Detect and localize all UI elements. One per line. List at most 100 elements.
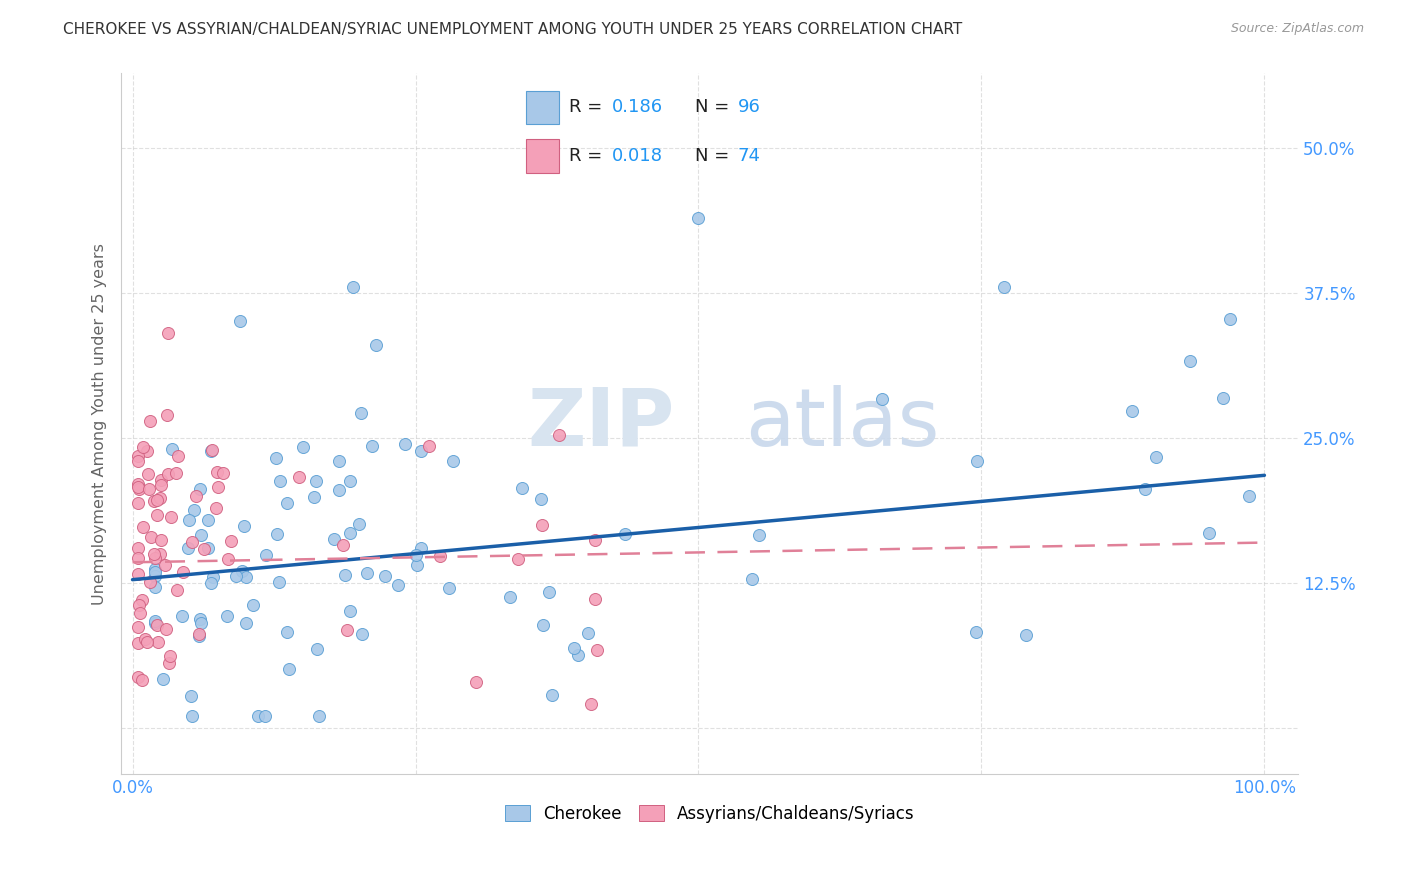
Point (127, 619, 149, 633)
Point (276, 624, 298, 639)
Point (579, 697, 602, 711)
Point (127, 476, 149, 491)
Point (247, 709, 270, 723)
Point (254, 709, 277, 723)
Point (153, 558, 176, 572)
Point (411, 541, 433, 555)
Point (308, 709, 330, 723)
Point (201, 569, 224, 583)
Point (170, 608, 193, 623)
Point (264, 451, 287, 466)
Point (387, 578, 409, 592)
Point (567, 648, 589, 663)
Point (155, 622, 177, 636)
Point (150, 533, 173, 548)
Point (143, 569, 166, 583)
Point (138, 414, 160, 428)
Point (132, 440, 155, 454)
Point (177, 541, 200, 555)
Point (254, 548, 277, 562)
Point (148, 547, 170, 561)
Point (145, 493, 167, 508)
Text: ZIP: ZIP (527, 384, 675, 463)
Point (613, 526, 636, 541)
Point (212, 466, 235, 480)
Point (333, 567, 356, 582)
Point (349, 517, 371, 532)
Point (127, 541, 149, 555)
Point (188, 630, 211, 644)
Point (1014, 628, 1036, 642)
Point (332, 538, 354, 552)
Point (339, 474, 361, 488)
Point (190, 528, 212, 542)
Point (870, 392, 893, 406)
Point (219, 534, 242, 549)
Point (352, 626, 374, 640)
Point (127, 550, 149, 565)
Point (193, 541, 215, 556)
Point (583, 591, 606, 606)
Point (180, 689, 202, 703)
Text: CHEROKEE VS ASSYRIAN/CHALDEAN/SYRIAC UNEMPLOYMENT AMONG YOUTH UNDER 25 YEARS COR: CHEROKEE VS ASSYRIAN/CHALDEAN/SYRIAC UNE… (63, 22, 963, 37)
Point (180, 709, 202, 723)
Point (1198, 526, 1220, 541)
Point (186, 489, 208, 503)
Point (200, 444, 222, 458)
Text: 0.186: 0.186 (613, 98, 664, 116)
Point (160, 442, 183, 456)
Point (538, 585, 561, 599)
Point (269, 475, 291, 489)
Point (156, 326, 179, 341)
Point (128, 483, 150, 497)
Point (993, 280, 1015, 294)
Point (394, 436, 416, 450)
Point (266, 526, 288, 541)
Point (131, 673, 153, 687)
Point (143, 551, 166, 566)
Point (217, 551, 239, 566)
Text: R =: R = (569, 146, 609, 165)
Point (437, 581, 460, 595)
Point (510, 481, 533, 495)
Point (148, 634, 170, 648)
Point (166, 449, 188, 463)
Text: 0.018: 0.018 (613, 146, 664, 165)
Point (188, 611, 211, 625)
Point (150, 473, 173, 487)
Point (142, 547, 165, 561)
Point (127, 450, 149, 464)
Point (1144, 450, 1167, 464)
Point (540, 688, 562, 702)
Point (276, 496, 298, 510)
Legend: Cherokee, Assyrians/Chaldeans/Syriacs: Cherokee, Assyrians/Chaldeans/Syriacs (498, 798, 921, 830)
Point (548, 428, 571, 442)
Point (277, 662, 299, 676)
Point (498, 591, 520, 605)
FancyBboxPatch shape (526, 139, 560, 173)
Point (242, 598, 264, 612)
Point (374, 569, 396, 583)
Point (205, 465, 228, 479)
Point (136, 635, 159, 649)
Point (149, 491, 172, 505)
Point (360, 439, 382, 453)
Point (139, 574, 162, 589)
Point (131, 593, 153, 607)
Point (364, 338, 387, 352)
Point (188, 482, 211, 496)
Point (129, 606, 152, 620)
Point (1219, 311, 1241, 326)
Point (156, 408, 179, 422)
Point (132, 519, 155, 533)
Point (197, 541, 219, 555)
Point (204, 501, 226, 516)
Point (127, 635, 149, 649)
Point (146, 617, 169, 632)
Point (159, 648, 181, 663)
Point (1178, 354, 1201, 368)
Point (177, 513, 200, 527)
Point (323, 532, 346, 546)
Point (152, 672, 174, 686)
Point (741, 573, 763, 587)
